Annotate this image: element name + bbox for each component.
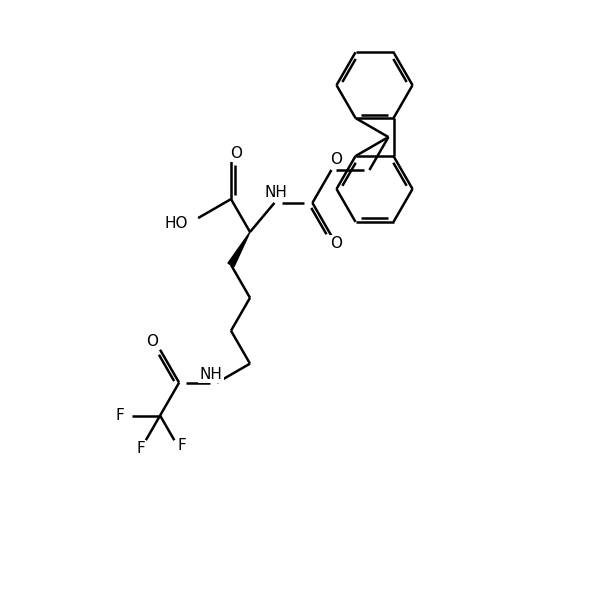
Text: F: F <box>115 408 124 423</box>
Polygon shape <box>228 232 250 266</box>
Text: F: F <box>178 438 187 453</box>
Text: HO: HO <box>164 215 188 230</box>
Text: O: O <box>146 334 158 349</box>
Text: NH: NH <box>200 367 223 382</box>
Text: O: O <box>331 236 343 251</box>
Text: O: O <box>230 146 242 161</box>
Text: NH: NH <box>265 185 288 200</box>
Text: F: F <box>136 441 145 456</box>
Text: O: O <box>331 152 343 167</box>
